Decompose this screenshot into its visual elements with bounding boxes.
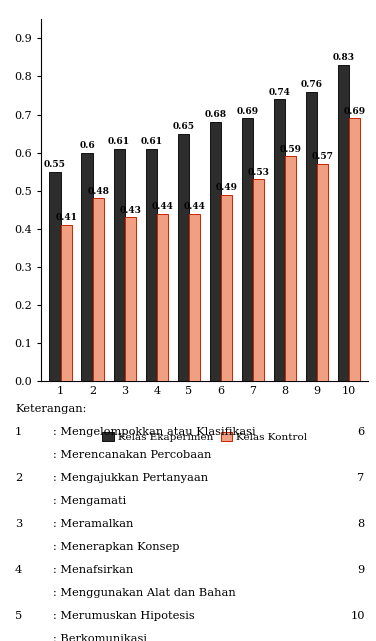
Text: : Meramalkan: : Meramalkan [53, 519, 133, 529]
Text: Keterangan:: Keterangan: [15, 404, 86, 414]
Text: 0.68: 0.68 [204, 110, 226, 119]
Bar [274, 99, 285, 381]
Text: 10: 10 [350, 611, 365, 620]
Bar [189, 213, 200, 381]
Bar [349, 119, 361, 381]
Text: : Mengelompokkan atau Klasifikasi: : Mengelompokkan atau Klasifikasi [53, 427, 255, 437]
Text: : Merencanakan Percobaan: : Merencanakan Percobaan [53, 450, 211, 460]
Bar [146, 149, 157, 381]
Text: 4: 4 [15, 565, 22, 575]
Bar [221, 195, 232, 381]
Text: 9: 9 [358, 565, 365, 575]
Text: 2: 2 [15, 473, 22, 483]
Legend: Kelas Ekaperimen, Kelas Kontrol: Kelas Ekaperimen, Kelas Kontrol [98, 428, 312, 447]
Text: 8: 8 [358, 519, 365, 529]
Text: 0.55: 0.55 [44, 160, 66, 169]
Text: 0.43: 0.43 [119, 206, 141, 215]
Bar [285, 156, 296, 381]
Text: 0.44: 0.44 [152, 202, 173, 211]
Text: 0.44: 0.44 [183, 202, 205, 211]
Text: 6: 6 [358, 427, 365, 437]
Bar [82, 153, 92, 381]
Text: 0.76: 0.76 [300, 80, 323, 89]
Text: : Menggunakan Alat dan Bahan: : Menggunakan Alat dan Bahan [53, 588, 235, 597]
Bar [242, 119, 253, 381]
Text: 0.48: 0.48 [87, 187, 109, 196]
Text: : Merumuskan Hipotesis: : Merumuskan Hipotesis [53, 611, 194, 620]
Text: 5: 5 [15, 611, 22, 620]
Text: : Mengajukkan Pertanyaan: : Mengajukkan Pertanyaan [53, 473, 208, 483]
Text: : Berkomunikasi: : Berkomunikasi [53, 633, 147, 641]
Text: 0.59: 0.59 [280, 145, 302, 154]
Bar [125, 217, 136, 381]
Text: 0.61: 0.61 [108, 137, 130, 146]
Text: 0.74: 0.74 [268, 88, 290, 97]
Text: 0.49: 0.49 [215, 183, 238, 192]
Text: 0.6: 0.6 [79, 141, 95, 150]
Text: 3: 3 [15, 519, 22, 529]
Bar [210, 122, 221, 381]
Text: 0.65: 0.65 [172, 122, 194, 131]
Bar [253, 179, 264, 381]
Text: 7: 7 [358, 473, 365, 483]
Text: 1: 1 [15, 427, 22, 437]
Text: : Mengamati: : Mengamati [53, 496, 126, 506]
Text: 0.57: 0.57 [312, 153, 334, 162]
Bar [306, 92, 317, 381]
Text: : Menafsirkan: : Menafsirkan [53, 565, 133, 575]
Bar [92, 199, 104, 381]
Text: 0.83: 0.83 [332, 53, 355, 62]
Bar [317, 164, 328, 381]
Bar [61, 225, 72, 381]
Text: 0.69: 0.69 [344, 106, 366, 115]
Bar [157, 213, 168, 381]
Bar [114, 149, 125, 381]
Text: 0.41: 0.41 [55, 213, 77, 222]
Text: 0.61: 0.61 [140, 137, 162, 146]
Text: : Menerapkan Konsep: : Menerapkan Konsep [53, 542, 179, 552]
Bar [49, 172, 61, 381]
Text: 0.69: 0.69 [237, 106, 258, 115]
Bar [338, 65, 349, 381]
Bar [178, 133, 189, 381]
Text: 0.53: 0.53 [248, 168, 270, 177]
